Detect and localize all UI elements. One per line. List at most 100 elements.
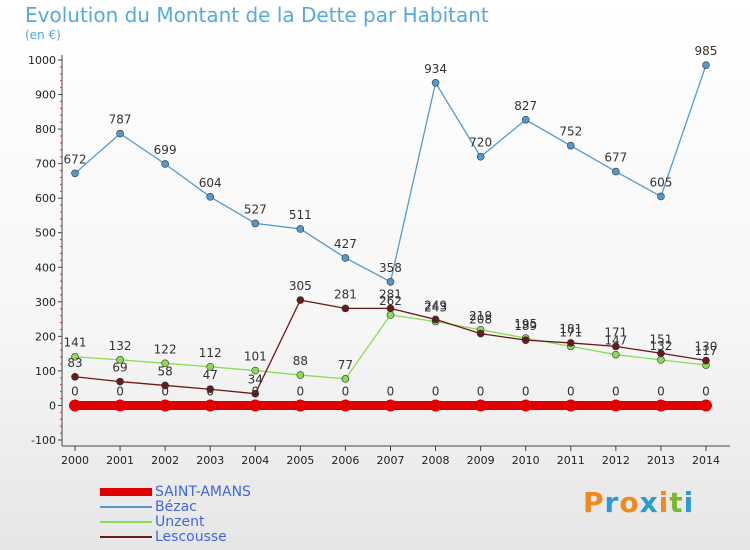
legend-label: Lescousse (155, 529, 227, 545)
data-point (431, 79, 440, 87)
data-point (296, 225, 305, 233)
data-point (519, 399, 532, 412)
data-label: 0 (71, 384, 79, 398)
x-tick-label: 2008 (422, 454, 450, 467)
y-tick-label: 400 (35, 261, 56, 274)
data-point (339, 399, 352, 412)
data-point (71, 352, 79, 361)
data-label: 985 (695, 44, 718, 58)
logo-letter: i (683, 486, 695, 519)
data-label: 34 (248, 373, 263, 387)
data-label: 122 (154, 342, 177, 356)
data-label: 112 (199, 346, 222, 360)
data-label: 699 (154, 143, 177, 157)
data-label: 0 (251, 384, 259, 398)
chart-unit-label: (en €) (25, 28, 61, 42)
data-point (296, 371, 305, 379)
data-label: 0 (432, 384, 440, 398)
x-tick-label: 2000 (61, 454, 89, 467)
data-label: 0 (297, 384, 305, 398)
x-tick-label: 2012 (602, 454, 630, 467)
data-point (116, 129, 124, 138)
data-label: 181 (559, 322, 582, 336)
y-tick-label: 800 (35, 123, 56, 136)
data-point (657, 349, 665, 358)
data-label: 0 (702, 384, 710, 398)
data-point (566, 339, 575, 347)
data-point (114, 399, 127, 412)
data-point (341, 304, 350, 313)
data-label: 132 (109, 339, 132, 353)
data-label: 281 (334, 287, 357, 301)
data-label: 243 (424, 301, 447, 315)
data-point (612, 350, 620, 359)
logo-letter: o (619, 486, 640, 519)
data-point (71, 372, 79, 381)
data-point (159, 399, 172, 412)
y-tick-label: 0 (49, 399, 56, 412)
data-label: 677 (604, 151, 627, 165)
data-point (699, 399, 712, 412)
data-label: 787 (109, 113, 132, 127)
proxiti-logo: Proxiti (583, 486, 694, 519)
data-point (566, 141, 575, 150)
data-label: 934 (424, 62, 447, 76)
data-point (521, 115, 530, 124)
data-point (341, 254, 350, 262)
data-point (206, 362, 215, 371)
y-tick-label: 200 (35, 330, 56, 343)
data-label: 305 (289, 279, 312, 293)
data-label: 720 (469, 136, 492, 150)
data-label: 151 (649, 332, 672, 346)
data-label: 0 (522, 384, 530, 398)
data-label: 358 (379, 261, 402, 275)
data-point (476, 329, 485, 338)
data-label: 58 (157, 364, 172, 378)
x-tick-label: 2013 (647, 454, 675, 467)
data-point (296, 296, 305, 304)
data-label: 281 (379, 287, 402, 301)
y-tick-label: 900 (35, 89, 56, 102)
data-point (341, 375, 350, 383)
data-label: 511 (289, 208, 312, 222)
data-label: 0 (387, 384, 395, 398)
x-tick-label: 2011 (557, 454, 585, 467)
data-point (476, 152, 485, 161)
data-point (612, 342, 620, 351)
chart-title: Evolution du Montant de la Dette par Hab… (25, 3, 489, 27)
data-point (386, 304, 395, 313)
data-label: 249 (424, 298, 447, 312)
legend-swatch (100, 488, 152, 496)
data-label: 427 (334, 237, 357, 251)
data-label: 189 (514, 319, 537, 333)
legend-swatch (100, 521, 152, 523)
data-label: 0 (657, 384, 665, 398)
data-point (161, 160, 169, 168)
data-label: 0 (161, 384, 169, 398)
data-label: 604 (199, 176, 222, 190)
x-tick-label: 2007 (376, 454, 404, 467)
legend-label: Unzent (155, 514, 205, 530)
legend-swatch (100, 506, 152, 508)
data-point (609, 399, 622, 412)
data-point (702, 61, 710, 69)
logo-letter: P (583, 486, 605, 519)
data-label: 0 (567, 384, 575, 398)
data-point (206, 193, 215, 201)
data-label: 527 (244, 202, 267, 216)
y-tick-label: 600 (35, 192, 56, 205)
y-tick-label: 500 (35, 227, 56, 240)
data-label: 83 (67, 356, 82, 370)
data-point (116, 356, 124, 364)
data-label: 101 (244, 350, 267, 364)
data-label: 130 (695, 340, 718, 354)
logo-letter: r (604, 486, 620, 519)
data-label: 262 (379, 294, 402, 308)
data-point (161, 381, 169, 390)
data-point (384, 399, 397, 412)
logo-letter: t (669, 486, 684, 519)
x-tick-label: 2003 (196, 454, 224, 467)
x-tick-label: 2001 (106, 454, 134, 467)
x-tick-label: 2014 (692, 454, 720, 467)
